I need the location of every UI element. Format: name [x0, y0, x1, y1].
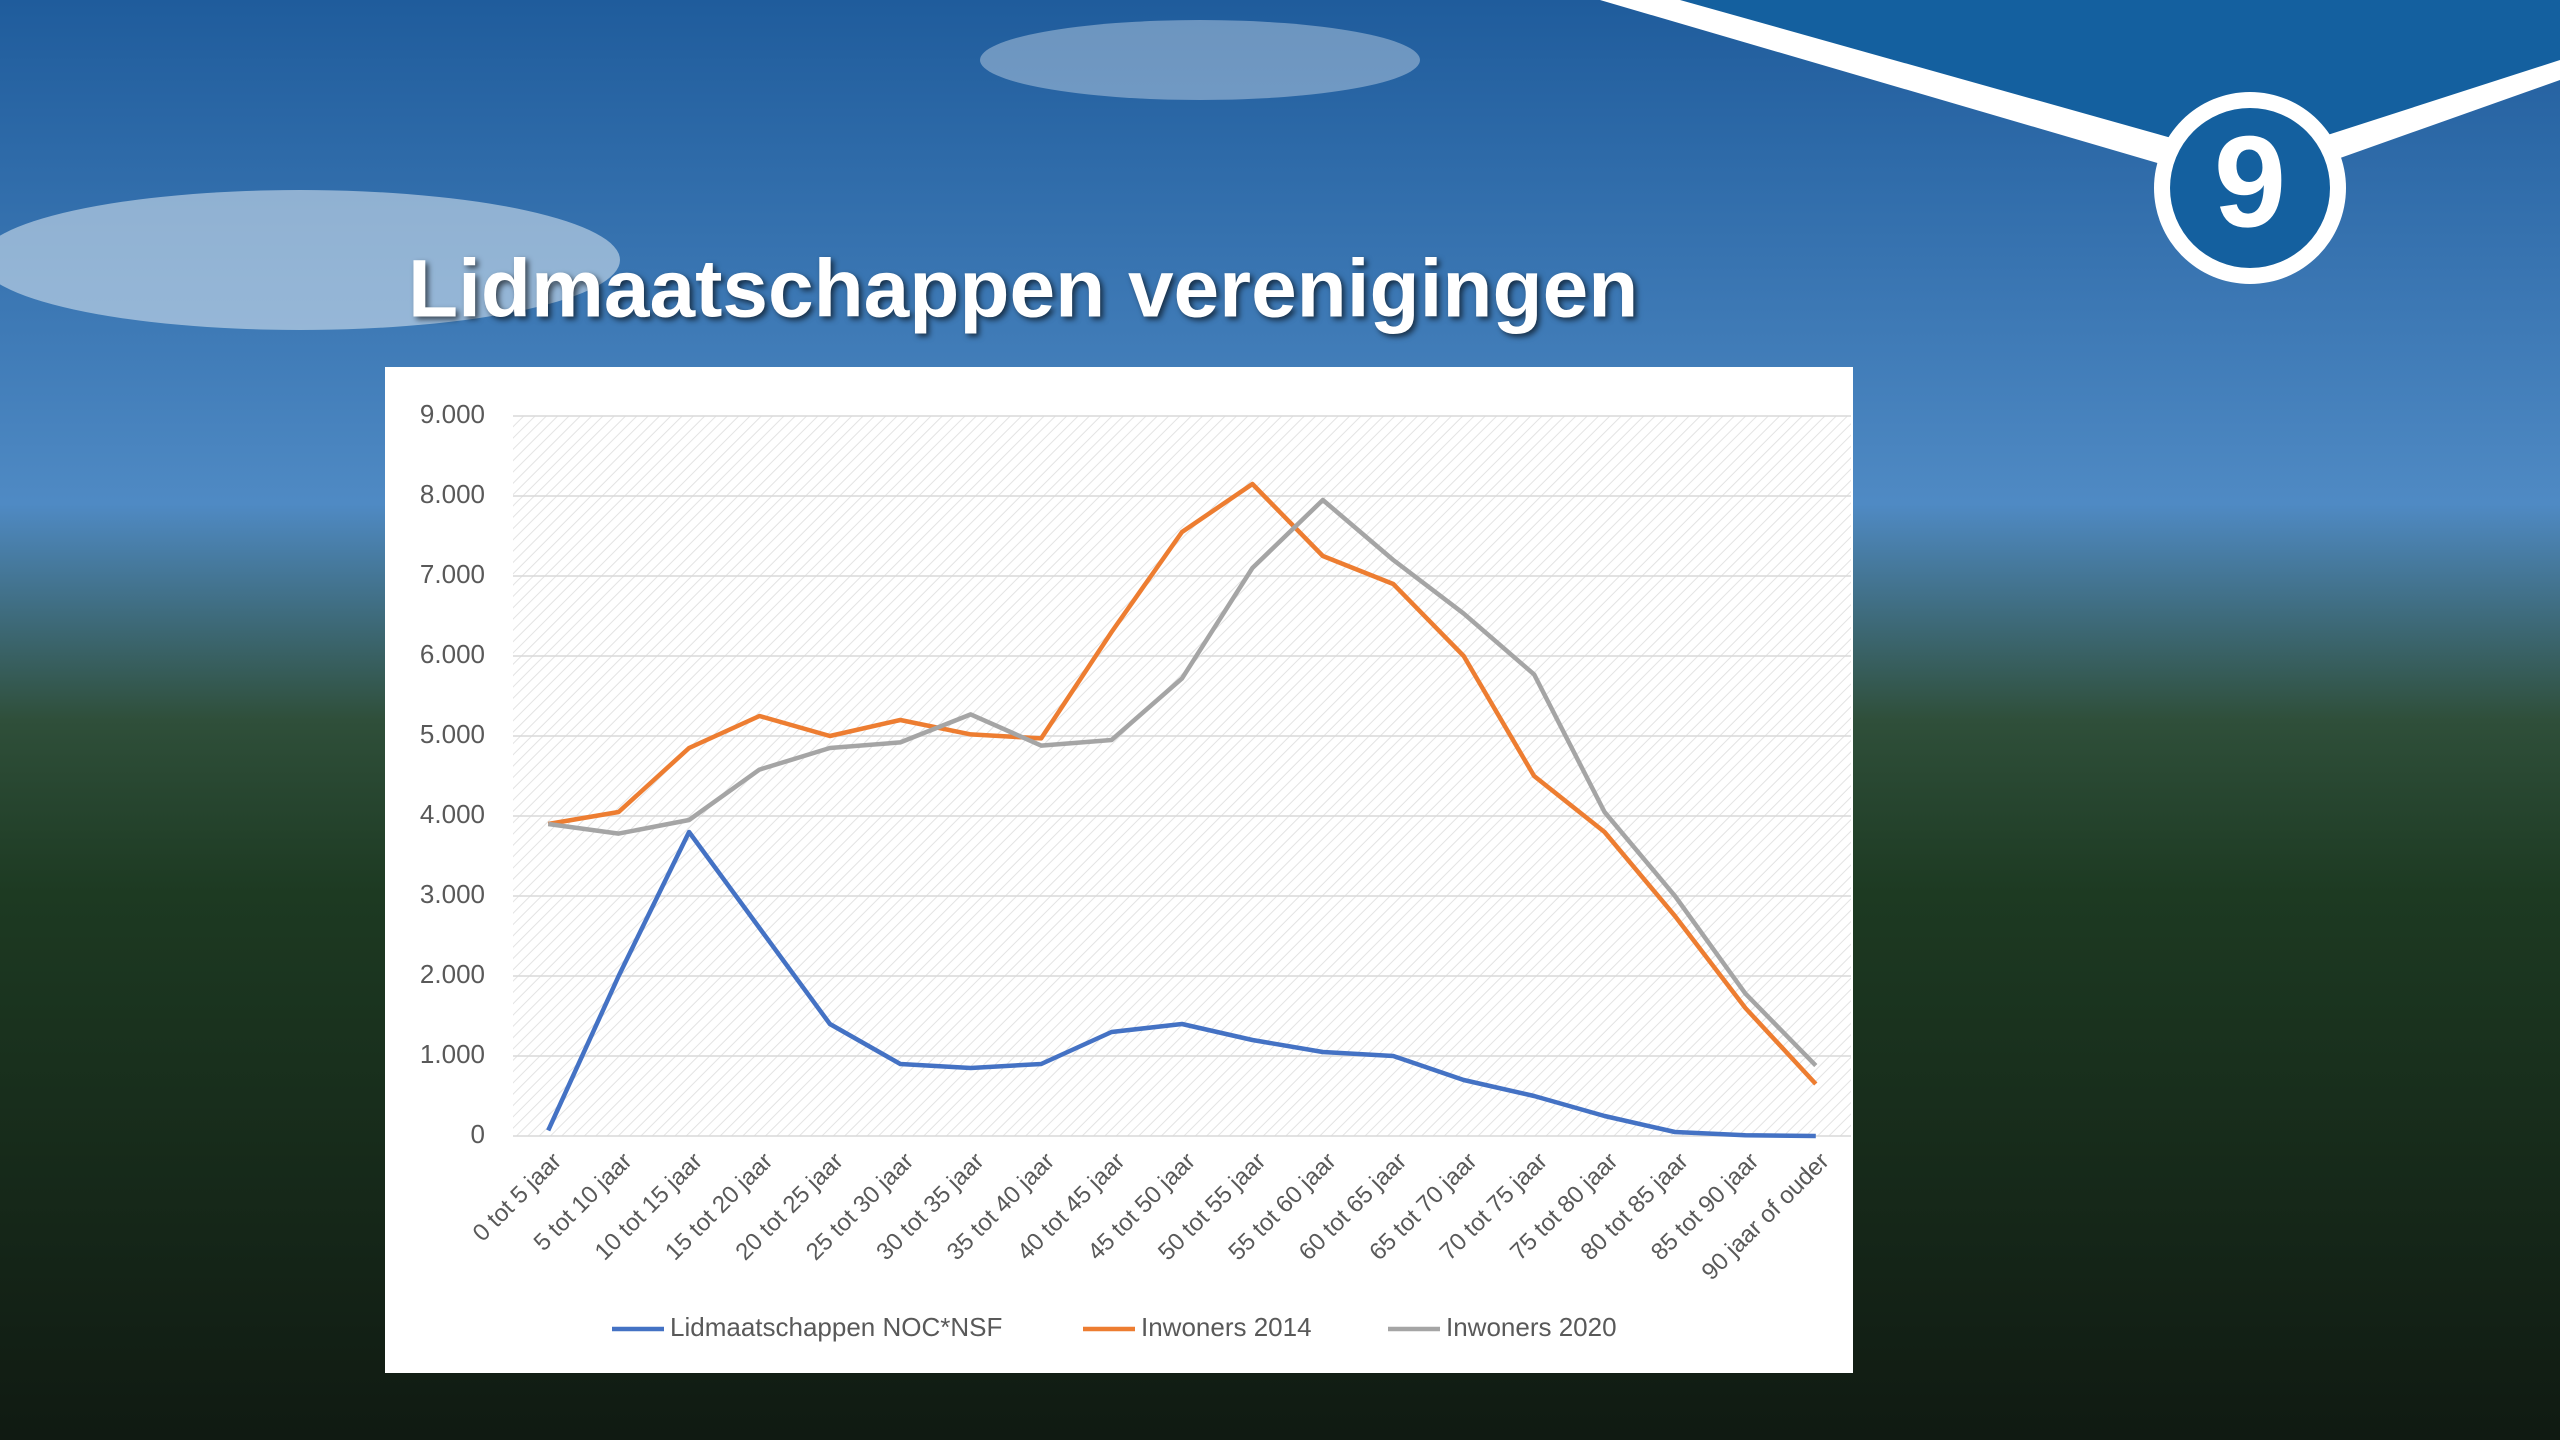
slide-title: Lidmaatschappen verenigingen	[408, 244, 1638, 335]
legend-label: Inwoners 2014	[1141, 1312, 1312, 1342]
logo-text: 9	[2214, 108, 2286, 254]
y-tick-label: 1.000	[420, 1039, 485, 1069]
page: 9 Lidmaatschappen verenigingen 0 1.000 2.0…	[0, 0, 2560, 1440]
plot-area	[513, 416, 1851, 1136]
legend-label: Lidmaatschappen NOC*NSF	[670, 1312, 1002, 1342]
y-tick-label: 9.000	[420, 399, 485, 429]
slide: 9 Lidmaatschappen verenigingen 0 1.000 2.0…	[0, 0, 2560, 1440]
y-tick-label: 6.000	[420, 639, 485, 669]
y-tick-label: 2.000	[420, 959, 485, 989]
y-tick-label: 5.000	[420, 719, 485, 749]
y-tick-label: 0	[471, 1119, 485, 1149]
legend-label: Inwoners 2020	[1446, 1312, 1617, 1342]
y-tick-label: 3.000	[420, 879, 485, 909]
y-tick-label: 7.000	[420, 559, 485, 589]
y-tick-label: 8.000	[420, 479, 485, 509]
cloud	[980, 20, 1420, 100]
y-tick-label: 4.000	[420, 799, 485, 829]
